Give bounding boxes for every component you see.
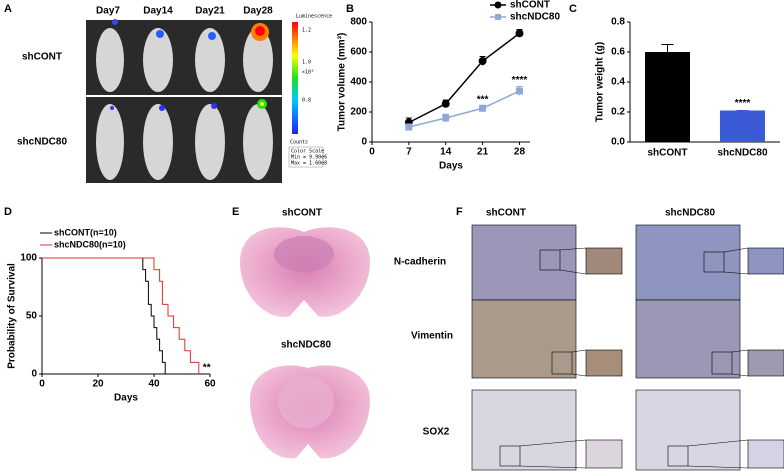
colorbar-max: Max = 1.60e8 [291, 161, 327, 167]
y-tick-label: 0 [31, 369, 37, 380]
significance: * [444, 103, 448, 114]
column-label: shcNDC80 [665, 208, 715, 219]
colorbar-unit: Counts [290, 140, 308, 146]
x-tick-label: shcNDC80 [717, 148, 767, 159]
panel-letter: C [569, 3, 577, 15]
column-label: Day28 [243, 6, 273, 17]
x-tick-label: shCONT [648, 148, 688, 159]
bar [720, 110, 765, 142]
colorbar-title: Luminescence [296, 14, 332, 20]
image-label: shCONT [282, 208, 322, 219]
y-tick-label: 400 [350, 77, 367, 88]
x-tick-label: 21 [477, 147, 489, 158]
y-tick-label: 0.2 [611, 107, 625, 118]
x-tick-label: 0 [369, 147, 375, 158]
legend-label: shcNDC80(n=10) [54, 239, 126, 249]
significance: **** [735, 98, 751, 109]
legend-marker [495, 14, 501, 20]
colorbar-tick: 1.2 [302, 28, 311, 34]
legend-label: shCONT [510, 0, 550, 11]
error-bar [661, 44, 674, 52]
panel-letter: D [4, 206, 12, 218]
bar [645, 52, 690, 142]
marker [479, 104, 487, 112]
x-tick-label: 28 [514, 147, 526, 158]
marker [442, 114, 450, 122]
x-tick-label: 40 [148, 379, 160, 390]
x-tick-label: 20 [92, 379, 104, 390]
column-label: Day21 [195, 6, 225, 17]
column-label: Day7 [96, 6, 120, 17]
series-line [408, 90, 520, 128]
tumor-region [278, 376, 334, 428]
x-tick-label: 7 [406, 147, 412, 158]
marker [478, 57, 487, 65]
column-label: Day14 [143, 6, 173, 17]
y-tick-label: 0.6 [611, 47, 625, 58]
y-tick-label: 200 [350, 107, 367, 118]
x-tick-label: 14 [440, 147, 452, 158]
column-label: shCONT [486, 208, 526, 219]
panel-letter: E [232, 206, 239, 218]
marker [515, 29, 524, 38]
colorbar-scale: Color Scale [291, 149, 324, 155]
y-tick-label: 0.8 [611, 17, 625, 28]
colorbar-box [288, 146, 324, 168]
y-tick-label: 0.4 [611, 77, 625, 88]
significance: ** [203, 363, 211, 374]
x-tick-label: 0 [39, 379, 45, 390]
legend-marker [494, 1, 502, 9]
marker [441, 99, 450, 108]
tumor-region [274, 236, 334, 272]
series-line [408, 32, 520, 124]
y-tick-label: 100 [20, 253, 37, 264]
colorbar-tick: 1.0 [302, 60, 311, 66]
x-axis-label: Days [114, 393, 138, 404]
row-label: shCONT [22, 52, 62, 63]
colorbar-min: Min = 9.90e6 [291, 155, 327, 161]
colorbar-exponent: ×10⁸ [302, 70, 314, 76]
ihc-images [471, 224, 784, 471]
y-axis-label: Probability of Survival [7, 263, 18, 369]
row-label: shcNDC80 [17, 137, 67, 148]
panel-letter: A [4, 3, 12, 15]
panel-letter: F [456, 206, 463, 218]
row-label: SOX2 [423, 427, 450, 438]
survival-curve [42, 257, 200, 374]
y-tick-label: 800 [350, 17, 367, 28]
brain-image [240, 227, 370, 317]
legend-label: shCONT(n=10) [54, 227, 117, 237]
legend-label: shcNDC80 [510, 12, 560, 23]
row-label: N-cadherin [394, 257, 446, 268]
significance: **** [512, 75, 528, 86]
significance: *** [477, 95, 489, 106]
colorbar [292, 22, 298, 134]
survival-curve [42, 257, 166, 374]
y-axis-label: Tumor volume (mm³) [337, 33, 348, 132]
colorbar-tick: 0.8 [302, 98, 311, 104]
bli-images [86, 19, 282, 183]
panel-letter: B [346, 3, 354, 15]
image-label: shcNDC80 [281, 340, 331, 351]
y-tick-label: 600 [350, 47, 367, 58]
y-tick-label: 0.0 [611, 137, 625, 148]
y-axis-label: Tumor weight (g) [595, 42, 606, 122]
row-label: Vimentin [411, 331, 453, 342]
y-tick-label: 0 [361, 137, 367, 148]
marker [405, 123, 413, 131]
marker [515, 87, 523, 95]
x-tick-label: 60 [204, 379, 216, 390]
x-axis-label: Days [439, 161, 463, 172]
y-tick-label: 50 [26, 311, 38, 322]
